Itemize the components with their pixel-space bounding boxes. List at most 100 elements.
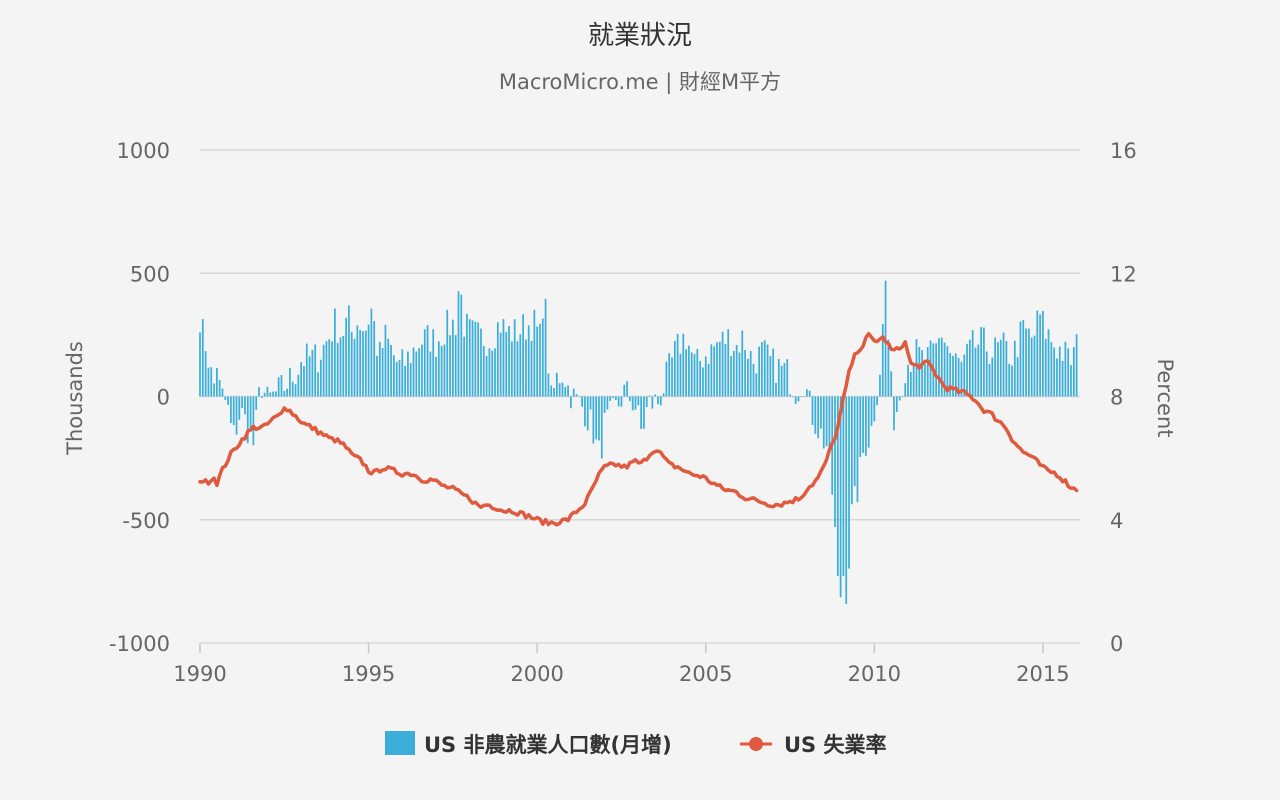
bar xyxy=(376,355,378,397)
bar xyxy=(1061,360,1064,397)
bar xyxy=(255,396,258,410)
bar xyxy=(735,344,738,397)
y-right-tick-label: 0 xyxy=(1110,632,1123,656)
bar xyxy=(387,338,390,397)
bar xyxy=(634,396,637,410)
bar xyxy=(881,324,884,397)
bar xyxy=(704,356,707,397)
bar xyxy=(966,343,968,397)
bar xyxy=(909,371,912,397)
bar xyxy=(592,396,595,444)
bar xyxy=(620,396,623,407)
bar xyxy=(603,396,606,413)
bar xyxy=(898,396,901,401)
bar xyxy=(963,354,966,397)
legend-item-unemployment[interactable]: US 失業率 xyxy=(740,733,887,757)
bar xyxy=(564,386,567,397)
bar xyxy=(392,355,395,397)
bar xyxy=(755,373,758,397)
bar xyxy=(432,329,435,397)
bar xyxy=(606,396,609,410)
bar xyxy=(915,339,918,397)
bar xyxy=(1058,346,1061,397)
bar xyxy=(586,396,589,431)
bar xyxy=(738,352,741,397)
bar xyxy=(345,317,347,397)
bar xyxy=(924,364,926,397)
bar xyxy=(496,322,499,397)
legend-item-payrolls[interactable]: US 非農就業人口數(月增) xyxy=(385,731,672,757)
bar xyxy=(443,344,446,397)
bar xyxy=(845,396,848,604)
bar xyxy=(640,396,642,429)
bar xyxy=(1056,358,1058,397)
bar xyxy=(935,343,938,397)
bar xyxy=(511,341,513,397)
x-tick-label: 2010 xyxy=(848,662,901,686)
bar xyxy=(339,337,342,397)
bar xyxy=(221,388,224,397)
bar xyxy=(1036,310,1039,397)
bar xyxy=(378,341,381,397)
bar xyxy=(904,383,907,397)
bar xyxy=(460,294,463,397)
bar xyxy=(873,396,876,422)
bar xyxy=(471,320,474,397)
bar xyxy=(730,356,732,397)
bar xyxy=(1033,335,1036,397)
bar xyxy=(724,344,727,397)
bar xyxy=(336,343,339,397)
bar xyxy=(269,392,272,397)
bar xyxy=(811,396,814,425)
bar xyxy=(623,384,626,397)
bar xyxy=(508,325,510,397)
bar xyxy=(1016,357,1019,397)
bar xyxy=(668,353,671,397)
bar xyxy=(825,396,828,447)
bar xyxy=(454,335,457,397)
bar xyxy=(946,346,949,397)
bar xyxy=(246,396,249,444)
bar xyxy=(370,308,373,397)
bar xyxy=(662,393,665,397)
bar xyxy=(971,330,974,397)
bar xyxy=(761,342,763,397)
bar xyxy=(286,388,288,397)
x-tick-label: 2000 xyxy=(510,662,563,686)
bar xyxy=(943,342,946,397)
bar xyxy=(418,348,421,397)
y-axis-left: 1000 500 0 -500 -1000 xyxy=(109,139,170,656)
bar xyxy=(758,346,761,397)
legend-label-unemployment: US 失業率 xyxy=(784,733,887,757)
bar xyxy=(373,321,376,397)
bar xyxy=(1053,347,1056,397)
bar xyxy=(654,394,657,397)
bar xyxy=(1064,341,1067,397)
bar xyxy=(1027,328,1030,397)
bar xyxy=(575,394,578,397)
bar xyxy=(732,350,735,397)
bar xyxy=(1022,320,1025,397)
bar xyxy=(485,355,488,397)
legend-swatch-bar xyxy=(385,731,415,755)
y-left-tick-label: 1000 xyxy=(117,139,170,163)
bar xyxy=(893,396,895,431)
chart-title: 就業狀況 xyxy=(588,21,692,51)
bar xyxy=(1072,347,1075,397)
x-tick-label: 1995 xyxy=(342,662,395,686)
bar xyxy=(463,336,465,397)
bar xyxy=(598,396,600,441)
bar xyxy=(718,341,721,397)
y-right-tick-label: 16 xyxy=(1110,139,1137,163)
bar xyxy=(289,367,291,397)
bar xyxy=(407,351,409,397)
bar xyxy=(317,372,319,397)
bar xyxy=(766,344,769,397)
bar xyxy=(449,335,451,397)
bar xyxy=(879,374,881,397)
bar xyxy=(474,321,477,397)
bar xyxy=(207,367,210,397)
bar xyxy=(690,352,693,397)
bar xyxy=(991,357,994,397)
bar xyxy=(747,358,749,397)
